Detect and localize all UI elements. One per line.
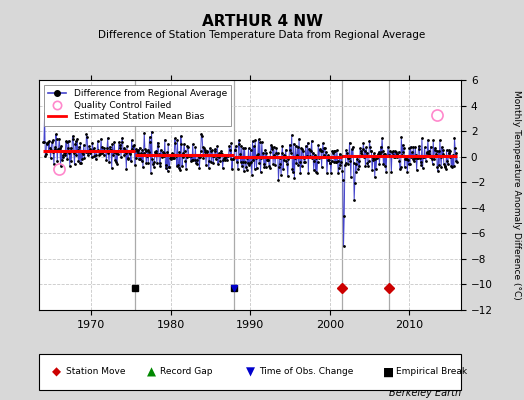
Text: Empirical Break: Empirical Break xyxy=(396,368,467,376)
Text: Time of Obs. Change: Time of Obs. Change xyxy=(259,368,354,376)
Text: ▼: ▼ xyxy=(246,366,255,378)
Legend: Difference from Regional Average, Quality Control Failed, Estimated Station Mean: Difference from Regional Average, Qualit… xyxy=(44,84,232,126)
Text: Berkeley Earth: Berkeley Earth xyxy=(389,388,461,398)
Text: Station Move: Station Move xyxy=(66,368,125,376)
Y-axis label: Monthly Temperature Anomaly Difference (°C): Monthly Temperature Anomaly Difference (… xyxy=(512,90,521,300)
Text: Record Gap: Record Gap xyxy=(160,368,212,376)
Text: ■: ■ xyxy=(383,366,394,378)
Text: ARTHUR 4 NW: ARTHUR 4 NW xyxy=(202,14,322,29)
Text: ◆: ◆ xyxy=(52,366,61,378)
Text: ▲: ▲ xyxy=(147,366,156,378)
Text: Difference of Station Temperature Data from Regional Average: Difference of Station Temperature Data f… xyxy=(99,30,425,40)
